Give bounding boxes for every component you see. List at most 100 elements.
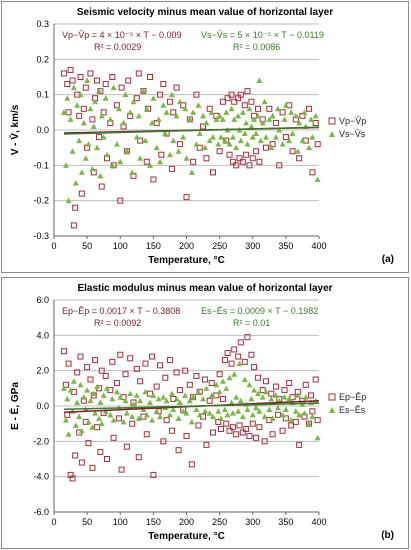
data-point-square bbox=[60, 348, 67, 355]
data-point-triangle bbox=[65, 197, 72, 204]
data-point-triangle bbox=[92, 98, 99, 105]
data-point-triangle bbox=[306, 144, 313, 151]
data-point-triangle bbox=[203, 119, 210, 126]
data-point-square bbox=[176, 141, 183, 148]
regression-equation: Vs−V̄s = 5 × 10⁻⁵ × T − 0.0119 bbox=[201, 30, 324, 40]
data-point-square bbox=[94, 77, 101, 84]
data-point-square bbox=[64, 411, 71, 418]
data-point-square bbox=[89, 116, 96, 123]
data-point-triangle bbox=[249, 411, 256, 418]
y-tick-label: 2.0 bbox=[36, 366, 49, 376]
data-point-triangle bbox=[176, 98, 183, 105]
data-point-triangle bbox=[206, 137, 213, 144]
data-point-square bbox=[180, 102, 187, 109]
series-p-group bbox=[60, 334, 321, 482]
x-tick-label: 0 bbox=[51, 517, 56, 527]
data-point-triangle bbox=[168, 390, 175, 397]
data-point-square bbox=[226, 427, 233, 434]
data-point-square bbox=[168, 165, 175, 172]
data-point-square bbox=[302, 381, 309, 388]
data-point-square bbox=[118, 84, 125, 91]
data-point-square bbox=[249, 155, 256, 162]
data-point-square bbox=[255, 374, 262, 381]
data-point-triangle bbox=[226, 374, 233, 381]
data-point-square bbox=[65, 109, 72, 116]
data-point-triangle bbox=[251, 116, 258, 122]
x-tick-label: 300 bbox=[245, 517, 260, 527]
data-point-triangle bbox=[219, 378, 226, 384]
data-point-triangle bbox=[272, 392, 279, 398]
data-point-triangle bbox=[62, 417, 69, 423]
data-point-triangle bbox=[200, 112, 207, 119]
data-point-square bbox=[72, 204, 79, 211]
y-tick-label: -2.0 bbox=[33, 436, 49, 446]
y-tick-label: 0.0 bbox=[36, 125, 49, 135]
data-point-square bbox=[237, 91, 244, 98]
data-point-square bbox=[157, 362, 163, 369]
data-point-triangle bbox=[153, 408, 160, 414]
data-point-square bbox=[251, 364, 258, 371]
data-point-triangle bbox=[163, 109, 170, 115]
x-tick-label: 50 bbox=[82, 517, 92, 527]
data-point-triangle bbox=[76, 413, 83, 420]
data-point-square bbox=[94, 424, 101, 431]
y-tick-label: 0.2 bbox=[36, 54, 49, 64]
data-point-triangle bbox=[104, 385, 110, 391]
x-tick-label: 200 bbox=[179, 241, 194, 251]
data-point-triangle bbox=[266, 406, 273, 413]
data-point-square bbox=[115, 415, 122, 422]
data-point-triangle bbox=[82, 155, 89, 161]
data-point-square bbox=[216, 371, 223, 378]
data-point-square bbox=[188, 461, 195, 468]
data-point-triangle bbox=[173, 112, 180, 119]
data-point-triangle bbox=[233, 144, 240, 151]
data-point-square bbox=[288, 422, 295, 429]
data-point-square bbox=[268, 390, 275, 397]
data-point-triangle bbox=[216, 388, 223, 395]
data-point-square bbox=[183, 194, 190, 201]
data-point-square bbox=[236, 422, 243, 429]
data-point-triangle bbox=[64, 395, 71, 402]
data-point-square bbox=[306, 105, 313, 112]
data-point-square bbox=[256, 158, 263, 165]
data-point-square bbox=[256, 424, 263, 431]
data-point-triangle bbox=[281, 116, 288, 122]
data-point-triangle bbox=[168, 91, 175, 98]
data-point-triangle bbox=[166, 411, 173, 418]
panel-label: (a) bbox=[382, 254, 394, 265]
trend-line bbox=[63, 126, 320, 135]
data-point-triangle bbox=[282, 102, 289, 108]
data-point-square bbox=[244, 334, 251, 341]
data-point-triangle bbox=[195, 388, 202, 395]
x-tick-label: 0 bbox=[51, 241, 56, 251]
data-point-square bbox=[85, 440, 92, 447]
data-point-triangle bbox=[78, 427, 85, 434]
data-point-square bbox=[202, 376, 209, 383]
data-point-square bbox=[150, 176, 157, 183]
data-point-triangle bbox=[210, 413, 216, 420]
data-point-triangle bbox=[269, 415, 276, 421]
data-point-square bbox=[236, 155, 243, 162]
data-point-square bbox=[231, 346, 238, 353]
data-point-triangle bbox=[279, 411, 286, 418]
data-point-triangle bbox=[120, 418, 127, 425]
x-tick-label: 250 bbox=[212, 241, 227, 251]
data-point-triangle bbox=[84, 77, 91, 84]
data-point-square bbox=[69, 77, 76, 84]
data-point-triangle bbox=[92, 410, 99, 416]
data-point-square bbox=[173, 84, 180, 91]
data-point-triangle bbox=[269, 112, 276, 119]
data-point-triangle bbox=[282, 406, 289, 413]
data-point-square bbox=[314, 141, 321, 148]
data-point-square bbox=[118, 466, 125, 473]
data-point-square bbox=[78, 459, 85, 466]
data-point-square bbox=[312, 119, 319, 126]
data-point-square bbox=[279, 427, 286, 434]
data-point-triangle bbox=[163, 397, 170, 404]
data-point-square bbox=[166, 98, 173, 105]
data-point-triangle bbox=[235, 408, 242, 414]
data-point-triangle bbox=[296, 411, 303, 418]
legend-marker-square bbox=[328, 393, 336, 401]
data-point-square bbox=[261, 438, 268, 445]
data-point-triangle bbox=[261, 413, 268, 420]
